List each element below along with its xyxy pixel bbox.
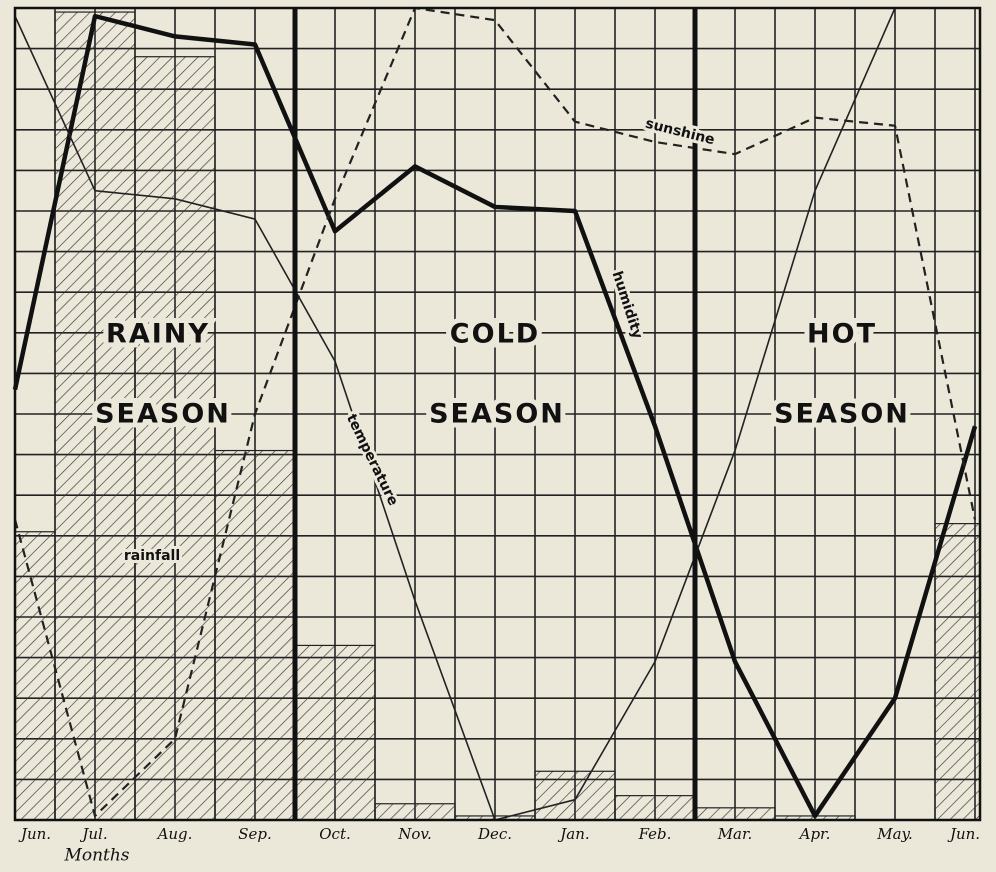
x-tick-label: Nov.	[397, 825, 432, 843]
bar	[534, 770, 616, 821]
bar	[934, 523, 981, 821]
bar	[14, 531, 56, 821]
bar	[294, 644, 376, 821]
bar	[614, 795, 696, 821]
season-label: COLD	[450, 319, 540, 350]
x-tick-label: Jan.	[557, 825, 589, 843]
x-tick-label: Aug.	[156, 825, 193, 843]
bar	[694, 807, 776, 821]
x-tick-label: Feb.	[638, 825, 672, 843]
bar	[134, 56, 216, 821]
season-label: SEASON	[429, 399, 565, 430]
x-tick-label: Dec.	[477, 825, 512, 843]
season-label: SEASON	[95, 399, 231, 430]
x-tick-label: Jul.	[79, 825, 107, 843]
x-tick-label: Jun.	[18, 825, 51, 843]
x-tick-label: Jun.	[947, 825, 980, 843]
line-1	[12, 13, 978, 819]
line-3	[13, 6, 977, 818]
season-label: SEASON	[774, 399, 910, 430]
plot-frame	[13, 6, 982, 822]
season-label: RAINY	[106, 319, 210, 350]
x-tick-label: Oct.	[319, 825, 351, 843]
bar	[214, 449, 296, 821]
x-tick-label: Apr.	[798, 825, 831, 843]
x-axis-label: Months	[63, 846, 129, 866]
line-2	[14, 7, 896, 821]
x-tick-label: Mar.	[717, 825, 753, 843]
series-label: rainfall	[124, 548, 180, 564]
x-tick-label: May.	[876, 825, 913, 843]
x-tick-label: Sep.	[238, 825, 272, 843]
season-label: HOT	[807, 319, 877, 350]
bar	[374, 803, 456, 821]
